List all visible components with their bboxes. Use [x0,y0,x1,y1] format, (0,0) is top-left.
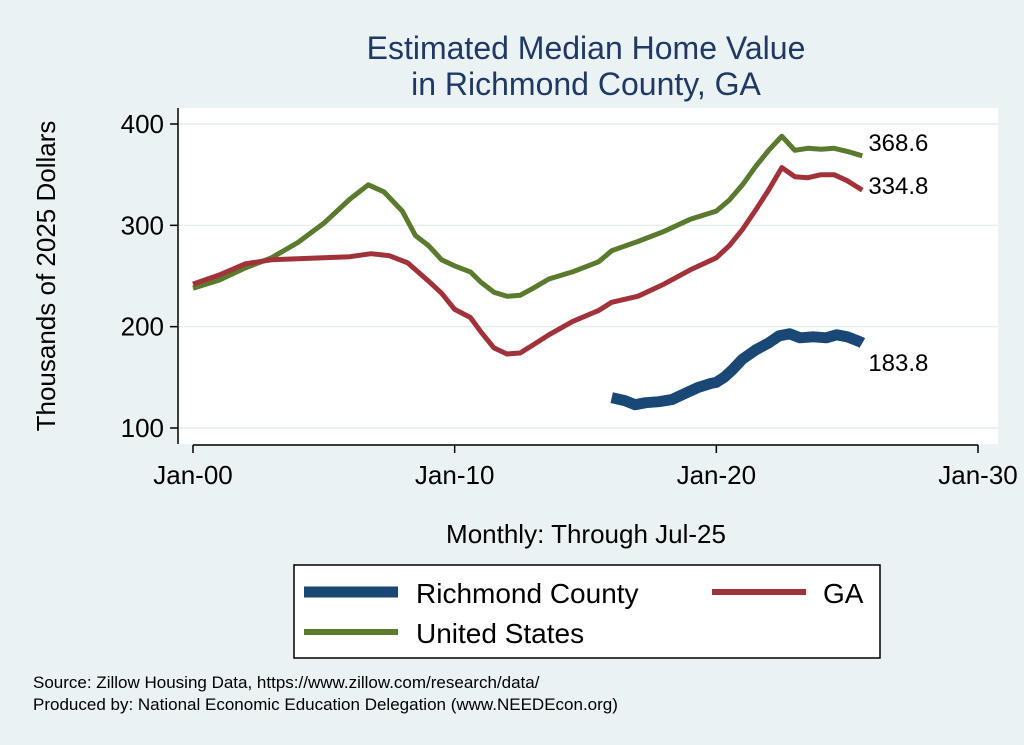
y-tick-label-200: 200 [121,312,164,342]
y-axis-title: Thousands of 2025 Dollars [31,121,61,432]
series-line-richmond-county [610,328,866,411]
source-note: Source: Zillow Housing Data, https://www… [33,673,540,692]
end-label-ga: 334.8 [868,173,928,200]
series-line-united-states [192,133,863,299]
chart-subtitle: in Richmond County, GA [411,66,761,102]
plot-area [178,108,998,444]
legend-box [293,564,881,659]
legend-label-ga: GA [823,578,864,609]
end-labels: 183.8 334.8 368.6 [868,130,928,377]
end-label-richmond-county: 183.8 [868,350,928,377]
series-group [192,133,866,411]
x-tick-label-Jan-10: Jan-10 [415,460,495,490]
y-tick-label-300: 300 [121,210,164,240]
axes: 100 200 300 400 Jan-00 Jan-10 Jan-20 Jan-30 [121,108,1018,490]
legend-label-united-states: United States [416,618,584,649]
y-tick-label-100: 100 [121,413,164,443]
x-axis-title: Monthly: Through Jul-25 [446,519,726,549]
x-tick-label-Jan-30: Jan-30 [938,460,1018,490]
series-line-ga [192,165,864,357]
produced-note: Produced by: National Economic Education… [33,695,618,714]
y-tick-label-400: 400 [121,109,164,139]
chart-title: Estimated Median Home Value [367,30,806,66]
gridlines [178,123,998,429]
x-tick-label-Jan-20: Jan-20 [677,460,757,490]
legend-label-richmond-county: Richmond County [416,578,639,609]
end-label-united-states: 368.6 [868,130,928,157]
x-tick-label-Jan-00: Jan-00 [153,460,233,490]
legend: Richmond County GA United States [293,564,881,659]
